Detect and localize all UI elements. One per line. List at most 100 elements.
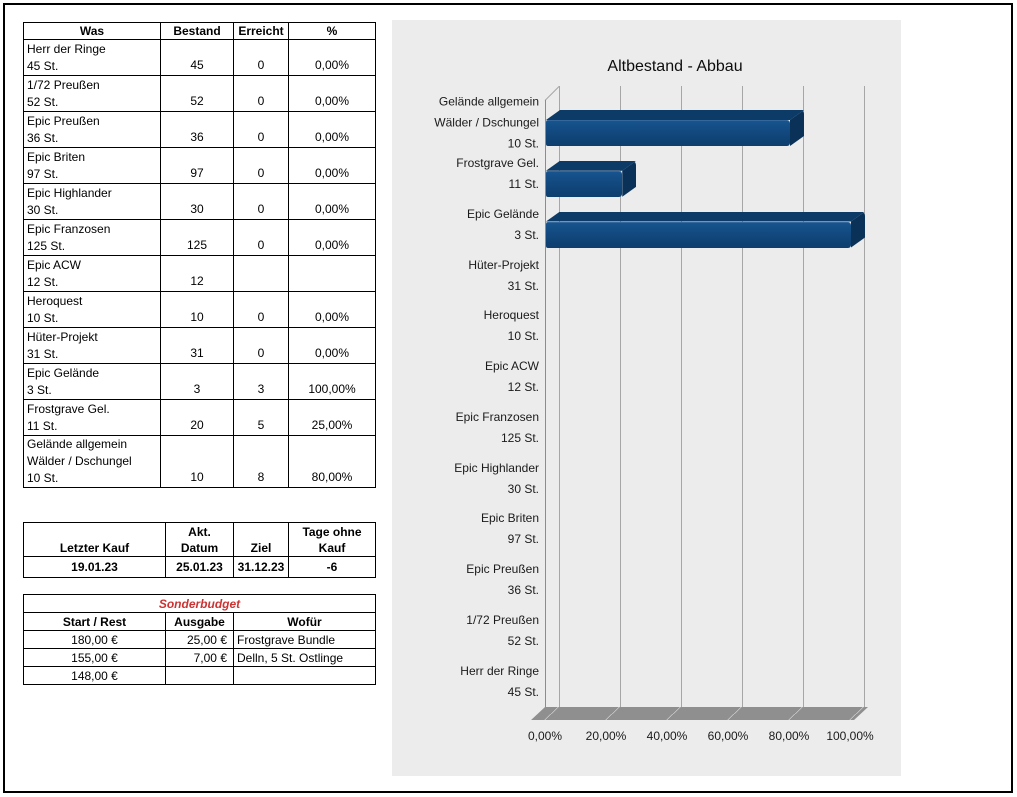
- ziel-value[interactable]: 31.12.23: [233, 556, 289, 578]
- start-rest-cell[interactable]: 180,00 €: [23, 630, 166, 649]
- erreicht-cell[interactable]: [233, 255, 289, 292]
- bestand-cell[interactable]: 20: [160, 399, 234, 436]
- item-name-cell[interactable]: Epic Highlander 30 St.: [23, 183, 161, 220]
- bestand-cell[interactable]: 31: [160, 327, 234, 364]
- letzter-kauf-value[interactable]: 19.01.23: [23, 556, 166, 578]
- pct-cell[interactable]: 0,00%: [288, 219, 376, 256]
- akt-datum-value[interactable]: 25.01.23: [165, 556, 234, 578]
- pct-cell[interactable]: 100,00%: [288, 363, 376, 400]
- bestand-cell[interactable]: 97: [160, 147, 234, 184]
- erreicht-cell[interactable]: 0: [233, 75, 289, 112]
- budget-row: 155,00 € 7,00 € Delln, 5 St. Ostlinge: [23, 648, 377, 667]
- budget-header-start-rest[interactable]: Start / Rest: [23, 612, 166, 631]
- erreicht-cell[interactable]: 0: [233, 219, 289, 256]
- pct-cell[interactable]: 0,00%: [288, 39, 376, 76]
- chart-category-label: 1/72 Preußen 52 St.: [466, 612, 539, 648]
- wofuer-cell[interactable]: Delln, 5 St. Ostlinge: [232, 648, 377, 667]
- dates-header-letzter-kauf[interactable]: Letzter Kauf: [23, 522, 166, 557]
- pct-cell[interactable]: 0,00%: [288, 147, 376, 184]
- start-rest-cell[interactable]: 148,00 €: [23, 666, 166, 685]
- x-axis-tick-label: 0,00%: [527, 729, 563, 743]
- inventory-row: Epic Preußen 36 St. 36 0 0,00%: [23, 111, 376, 148]
- pct-cell[interactable]: 0,00%: [288, 75, 376, 112]
- chart-gridline: [803, 86, 804, 707]
- pct-cell[interactable]: 0,00%: [288, 183, 376, 220]
- pct-cell[interactable]: [288, 255, 376, 292]
- inventory-header-erreicht[interactable]: Erreicht: [233, 22, 289, 40]
- wofuer-cell[interactable]: Frostgrave Bundle: [232, 630, 377, 649]
- inventory-header-was[interactable]: Was: [23, 22, 161, 40]
- bestand-cell[interactable]: 10: [160, 435, 234, 488]
- bestand-cell[interactable]: 52: [160, 75, 234, 112]
- x-axis-tick-label: 20,00%: [585, 729, 627, 743]
- item-name-cell[interactable]: Frostgrave Gel. 11 St.: [23, 399, 161, 436]
- x-axis-tick-label: 100,00%: [826, 729, 874, 743]
- erreicht-cell[interactable]: 5: [233, 399, 289, 436]
- item-name-cell[interactable]: Epic Gelände 3 St.: [23, 363, 161, 400]
- chart-category-labels: Gelände allgemein Wälder / Dschungel 10 St…: [394, 95, 539, 707]
- erreicht-cell[interactable]: 0: [233, 111, 289, 148]
- item-name-cell[interactable]: Epic Preußen 36 St.: [23, 111, 161, 148]
- item-name-cell[interactable]: Hüter-Projekt 31 St.: [23, 327, 161, 364]
- dates-header-tage-ohne-kauf[interactable]: Tage ohne Kauf: [288, 522, 376, 557]
- bestand-cell[interactable]: 45: [160, 39, 234, 76]
- start-rest-cell[interactable]: 155,00 €: [23, 648, 166, 667]
- chart-bar[interactable]: [546, 110, 804, 146]
- item-name-cell[interactable]: Epic Franzosen 125 St.: [23, 219, 161, 256]
- chart-category-label: Gelände allgemein Wälder / Dschungel 10 St…: [434, 94, 539, 151]
- item-name-cell[interactable]: Epic Briten 97 St.: [23, 147, 161, 184]
- bestand-cell[interactable]: 10: [160, 291, 234, 328]
- erreicht-cell[interactable]: 8: [233, 435, 289, 488]
- pct-cell[interactable]: 25,00%: [288, 399, 376, 436]
- dates-header-row: Letzter Kauf Akt. Datum Ziel Tage ohne Kau…: [23, 522, 376, 557]
- bestand-cell[interactable]: 12: [160, 255, 234, 292]
- bar-front-face: [546, 170, 623, 197]
- chart-bar[interactable]: [546, 211, 865, 248]
- budget-header-ausgabe[interactable]: Ausgabe: [165, 612, 234, 631]
- item-name-cell[interactable]: Heroquest 10 St.: [23, 291, 161, 328]
- inventory-row: Herr der Ringe 45 St. 45 0 0,00%: [23, 39, 376, 76]
- erreicht-cell[interactable]: 0: [233, 39, 289, 76]
- budget-title[interactable]: Sonderbudget: [22, 594, 377, 613]
- erreicht-cell[interactable]: 0: [233, 327, 289, 364]
- bestand-cell[interactable]: 36: [160, 111, 234, 148]
- chart-area[interactable]: Altbestand - Abbau Gelände allgemein Wäld…: [392, 20, 901, 776]
- item-name-cell[interactable]: Epic ACW 12 St.: [23, 255, 161, 292]
- item-name-cell[interactable]: Gelände allgemein Wälder / Dschungel 10 St…: [23, 435, 161, 488]
- erreicht-cell[interactable]: 0: [233, 291, 289, 328]
- chart-xaxis: 0,00% 20,00% 40,00% 60,00% 80,00% 100,00%: [528, 729, 874, 745]
- wofuer-cell[interactable]: [232, 666, 377, 685]
- x-axis-tick-label: 40,00%: [646, 729, 688, 743]
- ausgabe-cell[interactable]: 25,00 €: [165, 630, 234, 649]
- pct-cell[interactable]: 0,00%: [288, 111, 376, 148]
- tage-ohne-kauf-value[interactable]: -6: [288, 556, 376, 578]
- inventory-header-bestand[interactable]: Bestand: [160, 22, 234, 40]
- dates-header-akt-datum[interactable]: Akt. Datum: [165, 522, 234, 557]
- bar-end-cap: [622, 160, 637, 197]
- bestand-cell[interactable]: 30: [160, 183, 234, 220]
- ausgabe-cell[interactable]: 7,00 €: [165, 648, 234, 667]
- chart-category-label: Epic Briten 97 St.: [480, 511, 539, 547]
- chart-gridline: [559, 86, 560, 707]
- inventory-header-pct[interactable]: %: [288, 22, 376, 40]
- inventory-row: Epic ACW 12 St. 12: [23, 255, 376, 292]
- dates-header-ziel[interactable]: Ziel: [233, 522, 289, 557]
- chart-bar[interactable]: [546, 160, 637, 197]
- inventory-row: Epic Highlander 30 St. 30 0 0,00%: [23, 183, 376, 220]
- bestand-cell[interactable]: 125: [160, 219, 234, 256]
- erreicht-cell[interactable]: 3: [233, 363, 289, 400]
- item-name-cell[interactable]: Herr der Ringe 45 St.: [23, 39, 161, 76]
- bar-top-face: [546, 161, 636, 171]
- chart-category-label: Epic Highlander 30 St.: [454, 460, 539, 496]
- pct-cell[interactable]: 80,00%: [288, 435, 376, 488]
- y-axis-line: [545, 100, 546, 707]
- ausgabe-cell[interactable]: [165, 666, 234, 685]
- budget-header-wofuer[interactable]: Wofür: [232, 612, 377, 631]
- erreicht-cell[interactable]: 0: [233, 147, 289, 184]
- chart-floor: [531, 707, 868, 720]
- pct-cell[interactable]: 0,00%: [288, 327, 376, 364]
- erreicht-cell[interactable]: 0: [233, 183, 289, 220]
- bestand-cell[interactable]: 3: [160, 363, 234, 400]
- item-name-cell[interactable]: 1/72 Preußen 52 St.: [23, 75, 161, 112]
- pct-cell[interactable]: 0,00%: [288, 291, 376, 328]
